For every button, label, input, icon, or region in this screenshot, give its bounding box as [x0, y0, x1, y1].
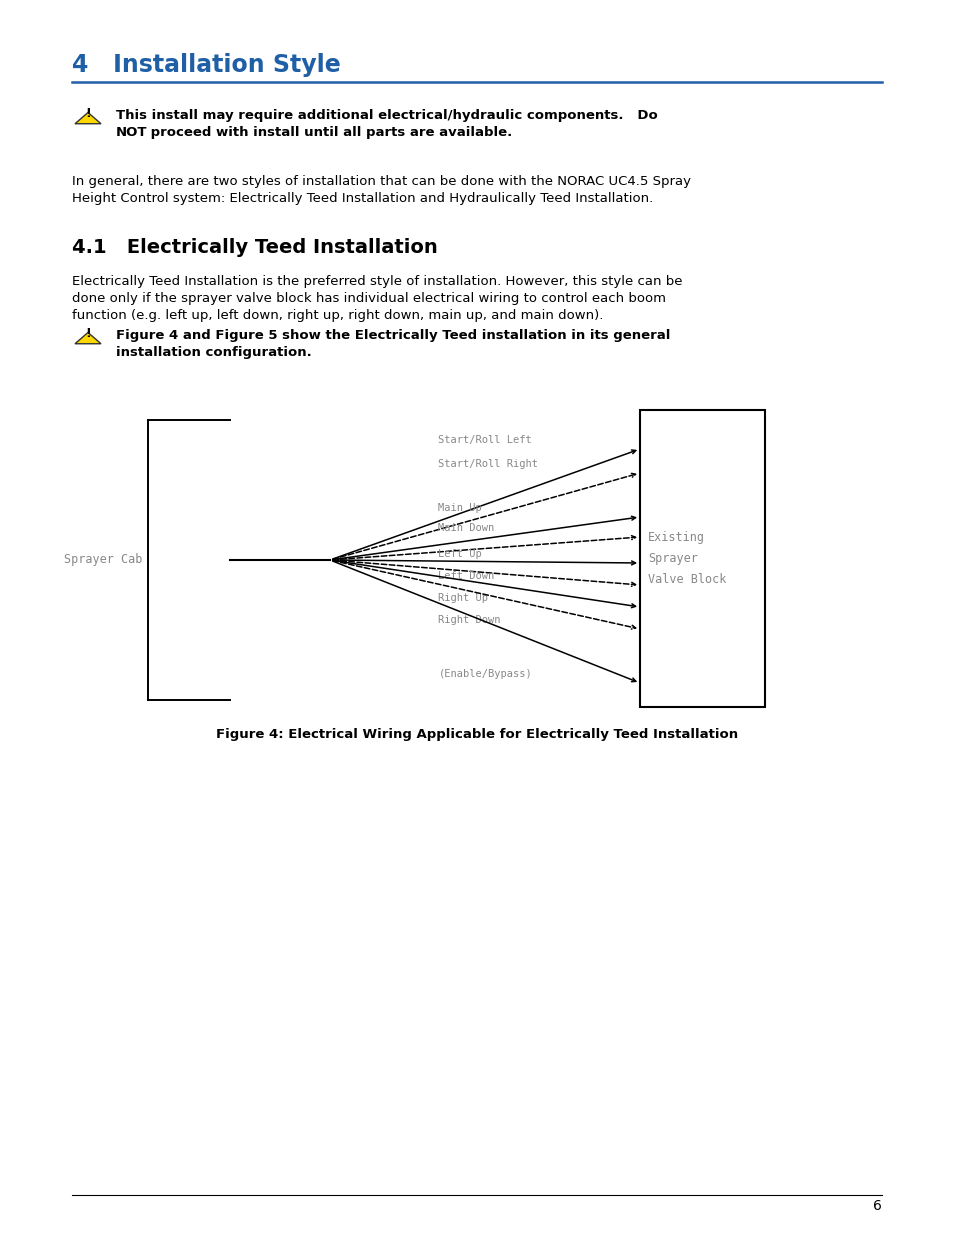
Text: This install may require additional electrical/hydraulic components.   Do: This install may require additional elec…: [116, 109, 657, 122]
Text: !: !: [85, 327, 91, 341]
Text: function (e.g. left up, left down, right up, right down, main up, and main down): function (e.g. left up, left down, right…: [71, 309, 602, 322]
Text: Height Control system: Electrically Teed Installation and Hydraulically Teed Ins: Height Control system: Electrically Teed…: [71, 191, 653, 205]
Text: NOT: NOT: [116, 126, 148, 140]
Text: (Enable/Bypass): (Enable/Bypass): [438, 669, 532, 679]
Text: !: !: [85, 107, 91, 120]
Text: Right Down: Right Down: [438, 615, 500, 625]
Text: Electrically Teed Installation is the preferred style of installation. However, : Electrically Teed Installation is the pr…: [71, 275, 681, 288]
Text: 4.1   Electrically Teed Installation: 4.1 Electrically Teed Installation: [71, 238, 437, 257]
Text: proceed with install until all parts are available.: proceed with install until all parts are…: [146, 126, 512, 140]
Text: 6: 6: [872, 1199, 882, 1213]
Text: Main Up: Main Up: [438, 503, 482, 513]
Text: Sprayer Cab: Sprayer Cab: [64, 553, 142, 567]
Text: Figure 4: Electrical Wiring Applicable for Electrically Teed Installation: Figure 4: Electrical Wiring Applicable f…: [215, 727, 738, 741]
Text: Right Up: Right Up: [438, 593, 488, 603]
Text: Start/Roll Left: Start/Roll Left: [438, 435, 532, 445]
Text: Existing
Sprayer
Valve Block: Existing Sprayer Valve Block: [647, 531, 725, 585]
Text: Left Down: Left Down: [438, 571, 495, 580]
Text: Left Up: Left Up: [438, 550, 482, 559]
Polygon shape: [75, 112, 101, 124]
Polygon shape: [75, 332, 101, 343]
Text: In general, there are two styles of installation that can be done with the NORAC: In general, there are two styles of inst…: [71, 175, 690, 188]
Text: Figure 4 and Figure 5 show the Electrically Teed installation in its general: Figure 4 and Figure 5 show the Electrica…: [116, 329, 670, 342]
Text: Main Down: Main Down: [438, 522, 495, 534]
Bar: [639, 410, 764, 706]
Text: Start/Roll Right: Start/Roll Right: [438, 459, 537, 469]
Text: installation configuration.: installation configuration.: [116, 346, 312, 359]
Text: 4   Installation Style: 4 Installation Style: [71, 53, 340, 77]
Text: done only if the sprayer valve block has individual electrical wiring to control: done only if the sprayer valve block has…: [71, 291, 665, 305]
